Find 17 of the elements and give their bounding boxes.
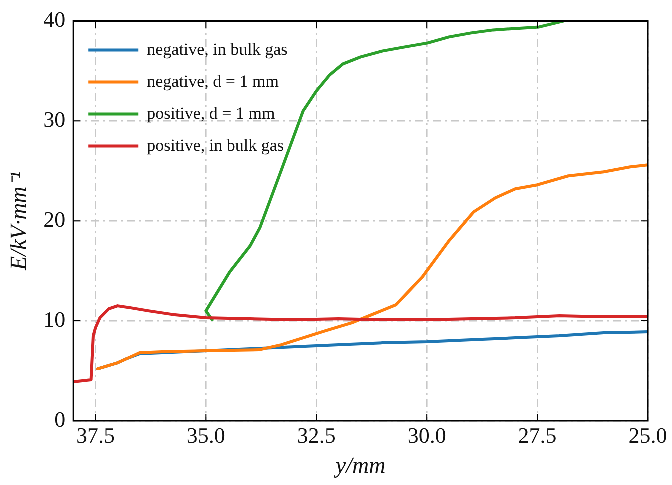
x-axis-title: y/mm <box>334 453 386 478</box>
y-tick-label: 20 <box>44 206 66 232</box>
x-tick-label: 27.5 <box>518 422 557 448</box>
legend-label: negative, in bulk gas <box>147 40 288 59</box>
x-tick-label: 30.0 <box>408 422 446 448</box>
legend-label: negative, d = 1 mm <box>147 72 279 91</box>
x-tick-label: 25.0 <box>628 422 668 448</box>
x-tick-label: 37.5 <box>76 422 115 448</box>
y-tick-label: 40 <box>44 6 66 32</box>
y-tick-label: 30 <box>44 106 66 132</box>
legend-label: positive, in bulk gas <box>147 136 284 155</box>
x-tick-label: 35.0 <box>186 422 226 448</box>
legend-label: positive, d = 1 mm <box>147 104 276 123</box>
y-tick-label: 10 <box>44 306 66 332</box>
y-tick-label: 0 <box>54 406 66 432</box>
y-axis-title: E/kV·mm⁻¹ <box>6 172 31 272</box>
x-tick-label: 32.5 <box>297 422 336 448</box>
